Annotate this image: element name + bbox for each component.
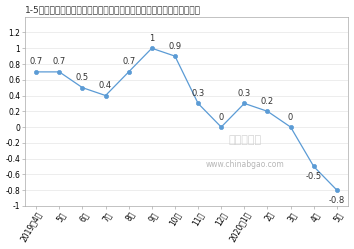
Text: 0: 0 <box>288 113 293 122</box>
Text: 中国报告厅: 中国报告厅 <box>228 135 261 145</box>
Text: 1: 1 <box>149 34 154 43</box>
Text: -0.5: -0.5 <box>306 172 322 181</box>
Text: 0.7: 0.7 <box>29 57 43 66</box>
Text: 0.2: 0.2 <box>261 97 274 106</box>
Text: 1-5月泵、阀门、压缩机及类似机械制造工业生产者出厂价格指数同比涨: 1-5月泵、阀门、压缩机及类似机械制造工业生产者出厂价格指数同比涨 <box>24 5 201 14</box>
Text: 0.9: 0.9 <box>169 42 182 51</box>
Text: 0.7: 0.7 <box>122 57 135 66</box>
Text: 0.5: 0.5 <box>76 73 89 82</box>
Text: 0.3: 0.3 <box>192 89 205 98</box>
Text: 0: 0 <box>218 113 224 122</box>
Text: 0.3: 0.3 <box>238 89 251 98</box>
Text: 0.4: 0.4 <box>99 81 112 90</box>
Text: -0.8: -0.8 <box>329 196 345 205</box>
Text: www.chinabgao.com: www.chinabgao.com <box>205 160 284 169</box>
Text: 0.7: 0.7 <box>53 57 66 66</box>
